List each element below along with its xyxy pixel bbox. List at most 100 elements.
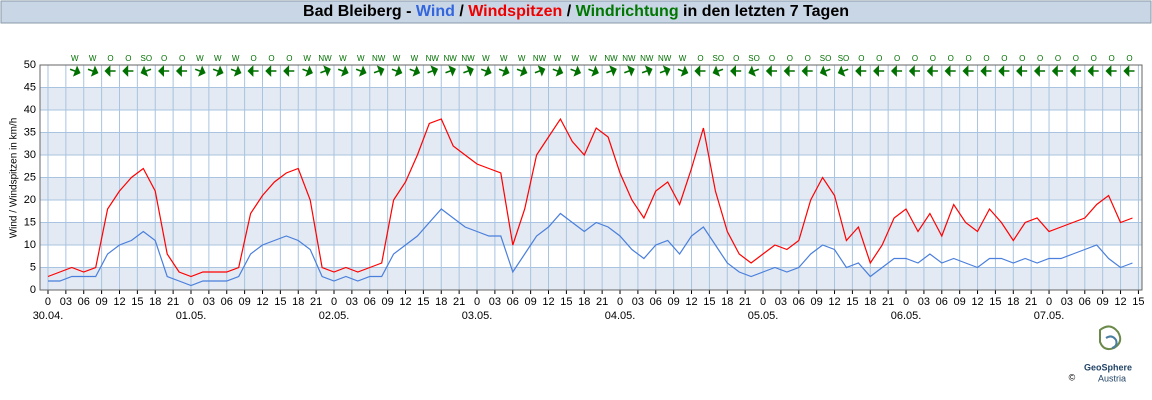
x-tick-label: 21 <box>167 296 179 308</box>
x-tick-label: 15 <box>989 296 1001 308</box>
x-tick-label: 0 <box>617 296 623 308</box>
direction-label: NW <box>604 54 618 63</box>
direction-arrow <box>516 65 528 77</box>
logo-sub: Austria <box>1098 373 1126 383</box>
direction-arrow <box>122 65 134 77</box>
direction-arrow <box>480 65 492 77</box>
x-tick-label: 09 <box>238 296 250 308</box>
x-tick-label: 0 <box>903 296 909 308</box>
x-tick-label: 06 <box>221 296 233 308</box>
x-tick-label: 03 <box>489 296 501 308</box>
direction-arrow <box>1105 65 1117 77</box>
direction-label: O <box>250 54 256 63</box>
direction-label: O <box>161 54 167 63</box>
date-label: 30.04. <box>33 310 64 322</box>
direction-arrow-shape <box>427 65 439 77</box>
title-part: / <box>455 3 468 20</box>
direction-arrow-shape <box>730 65 742 77</box>
direction-arrow <box>409 65 421 77</box>
direction-label: O <box>1073 54 1079 63</box>
direction-label: NW <box>318 54 332 63</box>
direction-label: W <box>393 54 401 63</box>
x-tick-label: 03 <box>918 296 930 308</box>
direction-label: O <box>787 54 793 63</box>
direction-label: SO <box>141 54 153 63</box>
x-tick-label: 0 <box>1046 296 1052 308</box>
direction-arrow <box>588 65 599 77</box>
direction-arrow <box>1123 65 1135 77</box>
title-part: Windrichtung <box>576 3 679 20</box>
copyright: © <box>1069 372 1076 382</box>
direction-label: O <box>1001 54 1007 63</box>
title-bar <box>0 0 1152 24</box>
logo-name: GeoSphere <box>1084 362 1132 372</box>
direction-arrow-shape <box>1123 65 1135 77</box>
direction-label: W <box>572 54 580 63</box>
direction-arrow <box>337 65 349 77</box>
direction-label: O <box>930 54 936 63</box>
direction-arrow <box>998 65 1010 77</box>
direction-arrow-shape <box>1051 65 1063 77</box>
y-tick-label: 5 <box>30 261 36 273</box>
direction-arrow <box>1033 65 1046 77</box>
x-tick-label: 12 <box>1114 296 1126 308</box>
x-tick-label: 15 <box>1132 296 1144 308</box>
direction-arrow-shape <box>748 65 760 77</box>
direction-arrow <box>783 65 795 77</box>
x-tick-label: 09 <box>1097 296 1109 308</box>
date-label: 02.05. <box>319 310 350 322</box>
x-tick-label: 03 <box>632 296 644 308</box>
direction-arrow <box>801 65 813 77</box>
direction-arrow <box>158 65 170 77</box>
direction-arrow <box>320 65 331 77</box>
x-tick-label: 0 <box>188 296 194 308</box>
y-tick-label: 35 <box>24 126 36 138</box>
direction-label: O <box>805 54 811 63</box>
direction-arrow <box>748 65 760 77</box>
direction-label: W <box>411 54 419 63</box>
direction-arrow <box>355 65 367 77</box>
y-tick-label: 40 <box>24 104 36 116</box>
date-label: 07.05. <box>1034 310 1065 322</box>
direction-label: O <box>179 54 185 63</box>
direction-arrow <box>87 65 99 77</box>
direction-arrow-shape <box>1105 65 1117 77</box>
direction-arrow <box>819 65 831 77</box>
direction-label: O <box>1037 54 1043 63</box>
x-tick-label: 0 <box>760 296 766 308</box>
direction-arrow-shape <box>516 65 528 77</box>
x-tick-label: 06 <box>650 296 662 308</box>
direction-arrow <box>1016 65 1028 77</box>
direction-label: W <box>500 54 508 63</box>
x-tick-label: 03 <box>60 296 72 308</box>
x-tick-label: 18 <box>149 296 161 308</box>
x-tick-label: 18 <box>578 296 590 308</box>
direction-arrow <box>641 65 653 77</box>
direction-arrow <box>606 65 617 77</box>
direction-arrow <box>247 65 259 77</box>
direction-arrow-shape <box>337 65 349 77</box>
x-tick-label: 03 <box>1061 296 1073 308</box>
direction-arrow-shape <box>194 65 206 77</box>
direction-label: O <box>948 54 954 63</box>
direction-arrow <box>212 65 224 77</box>
title-part: Bad Bleiberg - <box>303 3 416 20</box>
x-tick-label: 09 <box>95 296 107 308</box>
direction-arrow-shape <box>69 65 81 77</box>
x-tick-label: 18 <box>1007 296 1019 308</box>
direction-label: O <box>733 54 739 63</box>
direction-label: O <box>965 54 971 63</box>
x-tick-label: 06 <box>1079 296 1091 308</box>
direction-arrow-shape <box>409 65 421 77</box>
direction-arrow-shape <box>926 65 938 77</box>
direction-arrow-shape <box>819 65 831 77</box>
title-part: / <box>562 3 575 20</box>
direction-arrow <box>534 65 546 77</box>
x-tick-label: 12 <box>685 296 697 308</box>
direction-label: W <box>89 54 97 63</box>
direction-arrow-shape <box>1016 65 1028 77</box>
x-tick-label: 03 <box>346 296 358 308</box>
direction-label: W <box>357 54 365 63</box>
direction-arrow-shape <box>1069 65 1081 77</box>
direction-arrow <box>445 65 456 77</box>
